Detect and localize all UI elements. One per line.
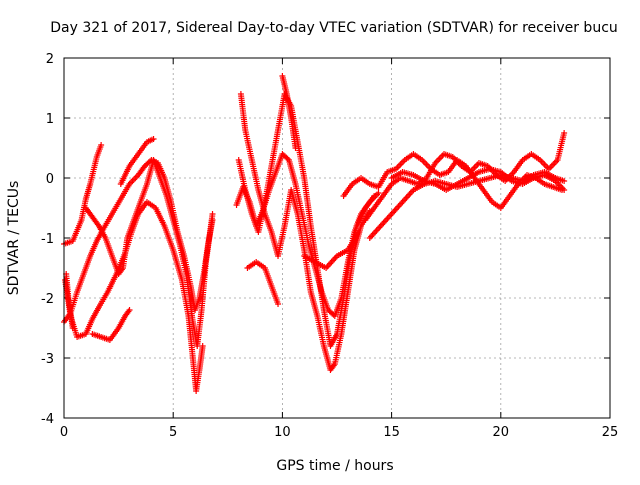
- data-point: [209, 211, 216, 217]
- data-series-14: [362, 130, 568, 223]
- y-tick-label: 1: [46, 112, 54, 127]
- x-axis-label: GPS time / hours: [276, 458, 393, 474]
- data-series-4: [89, 307, 133, 343]
- data-point: [355, 229, 362, 235]
- data-series-2: [61, 157, 216, 325]
- data-point: [371, 193, 378, 199]
- data-point: [199, 343, 206, 349]
- x-tick-label: 10: [274, 425, 291, 440]
- y-tick-label: -3: [41, 352, 54, 367]
- data-series-10: [244, 259, 282, 307]
- y-tick-label: -1: [41, 232, 54, 247]
- y-axis-label: SDTVAR / TECUs: [6, 181, 22, 296]
- x-tick-label: 0: [60, 425, 68, 440]
- data-point: [126, 307, 133, 313]
- data-series-9: [237, 91, 373, 373]
- data-point: [98, 142, 105, 148]
- data-series-0: [61, 142, 105, 247]
- data-point: [375, 190, 382, 196]
- chart-title: Day 321 of 2017, Sidereal Day-to-day VTE…: [50, 20, 618, 36]
- data-series-12: [301, 229, 362, 271]
- data-series-6: [117, 136, 157, 187]
- data-series-16: [388, 166, 568, 193]
- x-tick-label: 5: [169, 425, 177, 440]
- data-marks: [61, 73, 568, 394]
- x-tick-label: 25: [602, 425, 619, 440]
- data-point: [561, 130, 568, 136]
- plot-frame: [63, 57, 611, 419]
- y-tick-label: 2: [46, 52, 54, 67]
- x-tick-label: 20: [493, 425, 510, 440]
- data-point: [284, 155, 291, 162]
- data-point: [292, 145, 299, 151]
- axis-ticks: 0 5 10 15 20 25 -4 -3 -2 -1 0 1 2: [41, 52, 618, 440]
- data-point: [150, 136, 157, 142]
- data-point: [561, 178, 568, 184]
- y-tick-label: 0: [46, 172, 54, 187]
- data-point: [561, 187, 568, 193]
- data-series-11: [279, 73, 299, 151]
- x-tick-label: 15: [383, 425, 400, 440]
- data-series-5: [82, 157, 216, 349]
- data-point: [69, 325, 76, 331]
- y-tick-label: -4: [41, 412, 54, 427]
- data-point: [275, 301, 282, 307]
- y-tick-label: -2: [41, 292, 54, 307]
